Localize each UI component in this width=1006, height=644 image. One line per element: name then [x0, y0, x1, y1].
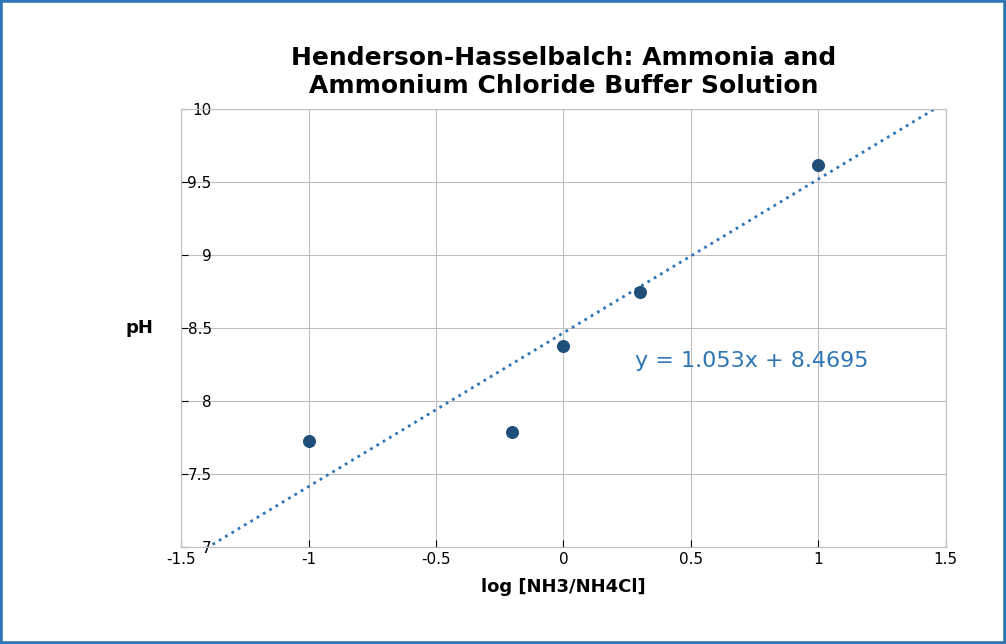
Point [632, 287, 648, 297]
Y-axis label: pH: pH [126, 319, 153, 337]
X-axis label: log [NH3/NH4Cl]: log [NH3/NH4Cl] [481, 578, 646, 596]
Point [504, 427, 520, 437]
Text: y = 1.053x + 8.4695: y = 1.053x + 8.4695 [635, 350, 868, 370]
Point [555, 341, 571, 351]
Title: Henderson-Hasselbalch: Ammonia and
Ammonium Chloride Buffer Solution: Henderson-Hasselbalch: Ammonia and Ammon… [291, 46, 836, 98]
Point [810, 160, 826, 170]
Point [301, 436, 317, 446]
